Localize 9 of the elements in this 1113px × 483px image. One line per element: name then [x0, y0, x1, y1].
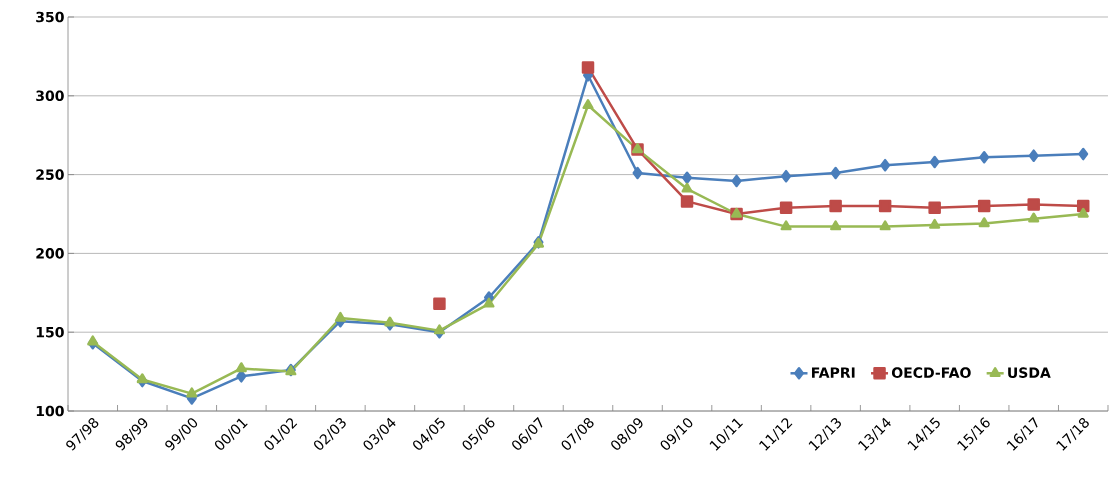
- y-tick-label: 300: [36, 90, 64, 102]
- y-tick-label: 100: [36, 405, 64, 417]
- y-tick-label: 350: [36, 11, 64, 23]
- y-tick-label: 200: [36, 248, 64, 259]
- legend-label: OECD-FAO: [891, 367, 971, 378]
- legend-label: FAPRI: [812, 367, 855, 378]
- legend-label: USDA: [1008, 367, 1051, 378]
- y-tick-label: 250: [36, 169, 64, 180]
- y-tick-label: 150: [36, 326, 64, 338]
